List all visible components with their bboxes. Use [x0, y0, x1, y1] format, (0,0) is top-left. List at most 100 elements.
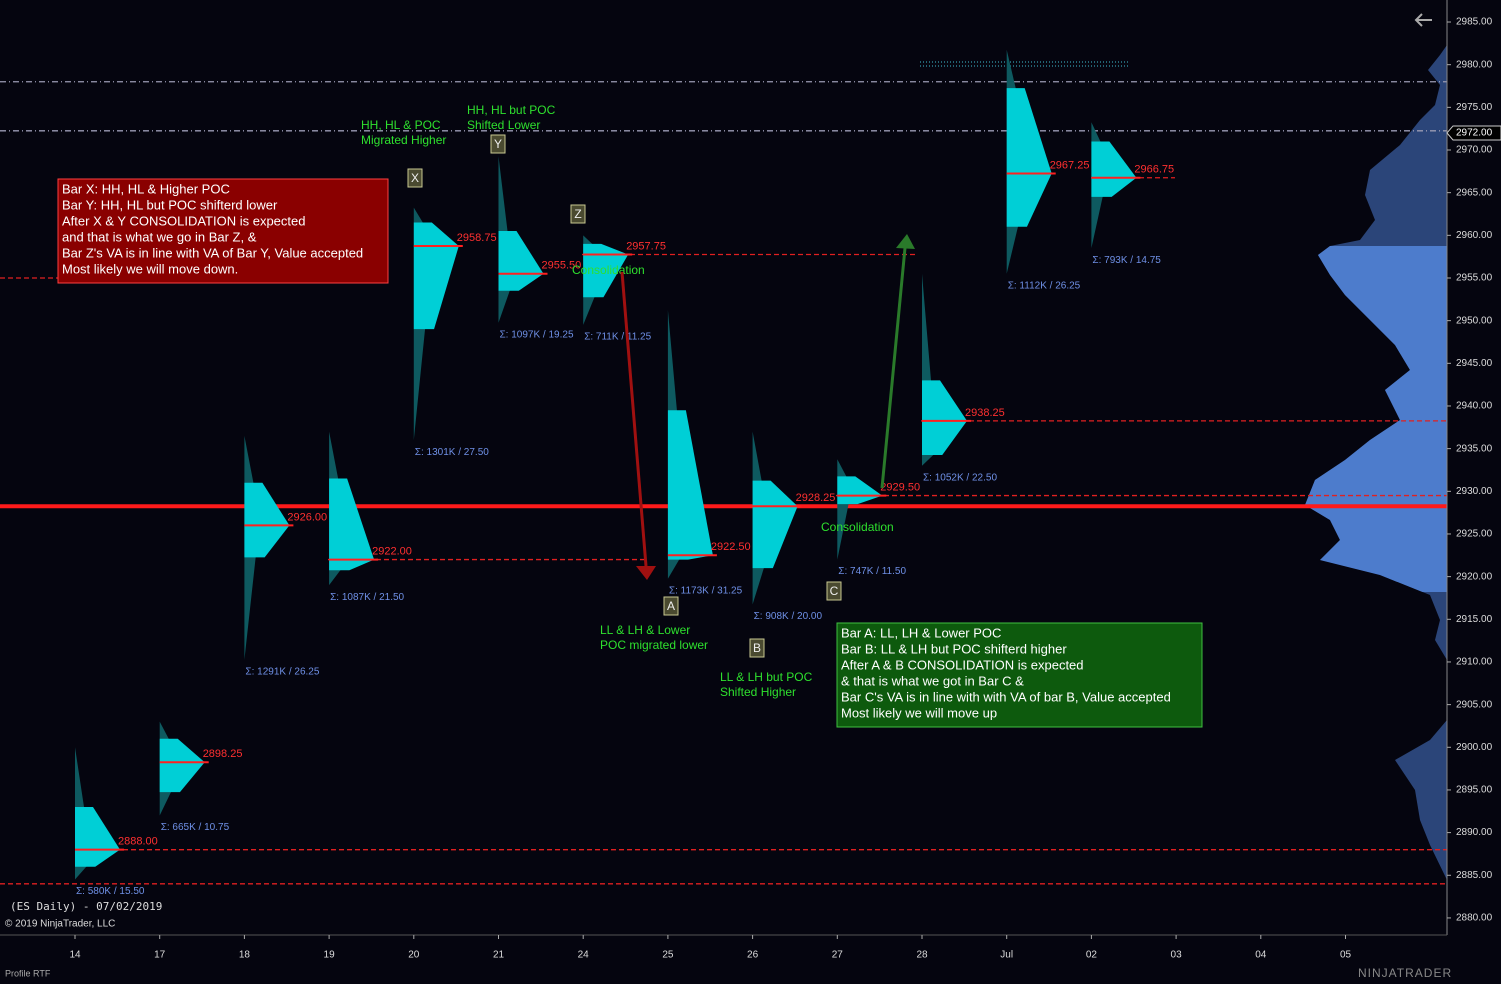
session-stat: Σ: 580K / 15.50 — [76, 886, 145, 897]
value-area — [413, 222, 459, 330]
y-tick-label: 2885.00 — [1456, 870, 1493, 881]
poc-label: 2922.50 — [711, 541, 751, 553]
x-tick-label: 18 — [239, 950, 251, 961]
bar-label: A — [667, 599, 675, 613]
bar-label-box — [407, 168, 423, 188]
y-tick-label: 2895.00 — [1456, 785, 1493, 796]
instrument: (ES Daily) - 07/02/2019 — [10, 900, 162, 913]
x-tick-label: 17 — [154, 950, 166, 961]
value-area — [837, 476, 883, 505]
value-area — [1006, 88, 1052, 227]
note-box — [57, 178, 389, 284]
value-area — [244, 482, 290, 558]
y-tick-label: 2985.00 — [1456, 17, 1493, 28]
tab-label: Profile RTF — [5, 968, 51, 978]
session-stat: Σ: 747K / 11.50 — [838, 566, 906, 577]
poc-label: 2938.25 — [965, 407, 1005, 419]
x-tick-label: 19 — [324, 950, 336, 961]
bar-label-box — [570, 204, 586, 224]
poc-label: 2955.50 — [542, 260, 582, 272]
poc-label: 2922.00 — [372, 545, 412, 557]
last-price-tag — [1446, 125, 1501, 141]
note-line: After A & B CONSOLIDATION is expected — [841, 657, 1084, 672]
value-area — [667, 410, 713, 560]
session-stat: Σ: 711K / 11.25 — [584, 332, 651, 343]
annotation: Consolidation — [572, 263, 645, 277]
session-stat: Σ: 793K / 14.75 — [1092, 255, 1161, 266]
annotation: Shifted Lower — [467, 118, 540, 132]
session-stat: Σ: 1291K / 26.25 — [245, 666, 319, 677]
y-tick-label: 2915.00 — [1456, 614, 1493, 625]
note-line: Most likely we will move up — [841, 705, 997, 720]
value-area — [75, 807, 120, 867]
note-line: Bar C's VA is in line with with VA of ba… — [841, 689, 1171, 704]
poc-label: 2888.00 — [118, 836, 158, 848]
session-stat: Σ: 1301K / 27.50 — [415, 447, 489, 458]
note-line: and that is what we go in Bar Z, & — [62, 229, 257, 244]
x-tick-label: 14 — [69, 950, 81, 961]
up-arrow-head — [896, 234, 915, 249]
bar-label: Z — [574, 207, 581, 221]
x-tick-label: 04 — [1255, 950, 1267, 961]
note-line: Bar Z's VA is in line with VA of Bar Y, … — [62, 245, 363, 260]
annotation: HH, HL but POC — [467, 103, 556, 117]
bar-label: C — [830, 584, 839, 598]
y-tick-label: 2920.00 — [1456, 571, 1493, 582]
back-arrow[interactable] — [1414, 13, 1432, 27]
note-line: After X & Y CONSOLIDATION is expected — [62, 213, 305, 228]
value-area — [752, 480, 798, 569]
x-tick-label: 20 — [408, 950, 420, 961]
x-tick-label: 03 — [1171, 950, 1183, 961]
y-tick-label: 2955.00 — [1456, 273, 1493, 284]
copyright: © 2019 NinjaTrader, LLC — [5, 919, 115, 930]
note-line: & that is what we got in Bar C & — [841, 673, 1024, 688]
poc-label: 2957.75 — [626, 240, 666, 252]
value-area — [922, 380, 967, 456]
poc-label: 2958.75 — [457, 232, 497, 244]
plot: 2888.00 Σ: 580K / 15.50 2898.25 Σ: 665K / 1… — [0, 49, 1447, 897]
session-stat: Σ: 1112K / 26.25 — [1008, 280, 1081, 291]
y-tick-label: 2935.00 — [1456, 443, 1493, 454]
bar-label: X — [411, 171, 419, 185]
annotation: POC migrated lower — [600, 638, 708, 652]
bar-label-box — [826, 581, 842, 601]
y-tick-label: 2965.00 — [1456, 187, 1493, 198]
poc-label: 2928.25 — [796, 492, 836, 504]
y-tick-label: 2950.00 — [1456, 315, 1493, 326]
note-line: Bar B: LL & LH but POC shifterd higher — [841, 641, 1067, 656]
x-tick-label: 02 — [1086, 950, 1098, 961]
bar-label: Y — [494, 137, 502, 151]
y-tick-label: 2930.00 — [1456, 486, 1493, 497]
y-tick-label: 2945.00 — [1456, 358, 1493, 369]
x-tick-label: 05 — [1340, 950, 1352, 961]
session-stat: Σ: 1097K / 19.25 — [500, 329, 574, 340]
arrows — [620, 234, 915, 580]
bar-label-box — [749, 638, 765, 658]
y-tick-label: 2970.00 — [1456, 145, 1493, 156]
annotation: Shifted Higher — [720, 685, 796, 699]
y-tick-label: 2910.00 — [1456, 657, 1493, 668]
annotation: Migrated Higher — [361, 133, 446, 147]
dotted-marker — [920, 61, 1130, 67]
price-axis — [1447, 0, 1501, 935]
annotation: Consolidation — [821, 520, 894, 534]
poc-label: 2929.50 — [880, 481, 920, 493]
y-tick-label: 2980.00 — [1456, 59, 1493, 70]
session-stat: Σ: 1173K / 31.25 — [669, 585, 743, 596]
x-tick-label: 26 — [747, 950, 759, 961]
y-tick-label: 2940.00 — [1456, 401, 1493, 412]
y-tick-label: 2880.00 — [1456, 913, 1493, 924]
y-tick-label: 2925.00 — [1456, 529, 1493, 540]
note-line: Most likely we will move down. — [62, 261, 238, 276]
value-area — [329, 478, 375, 571]
bar-label-box — [663, 596, 679, 616]
note-line: Bar Y: HH, HL but POC shifterd lower — [62, 197, 278, 212]
brand: NINJATRADER — [1358, 966, 1452, 980]
y-tick-label: 2975.00 — [1456, 102, 1493, 113]
up-arrow — [880, 247, 907, 489]
annotation: LL & LH & Lower — [600, 623, 690, 637]
x-tick-label: Jul — [1000, 950, 1013, 961]
poc-label: 2967.25 — [1050, 159, 1090, 171]
